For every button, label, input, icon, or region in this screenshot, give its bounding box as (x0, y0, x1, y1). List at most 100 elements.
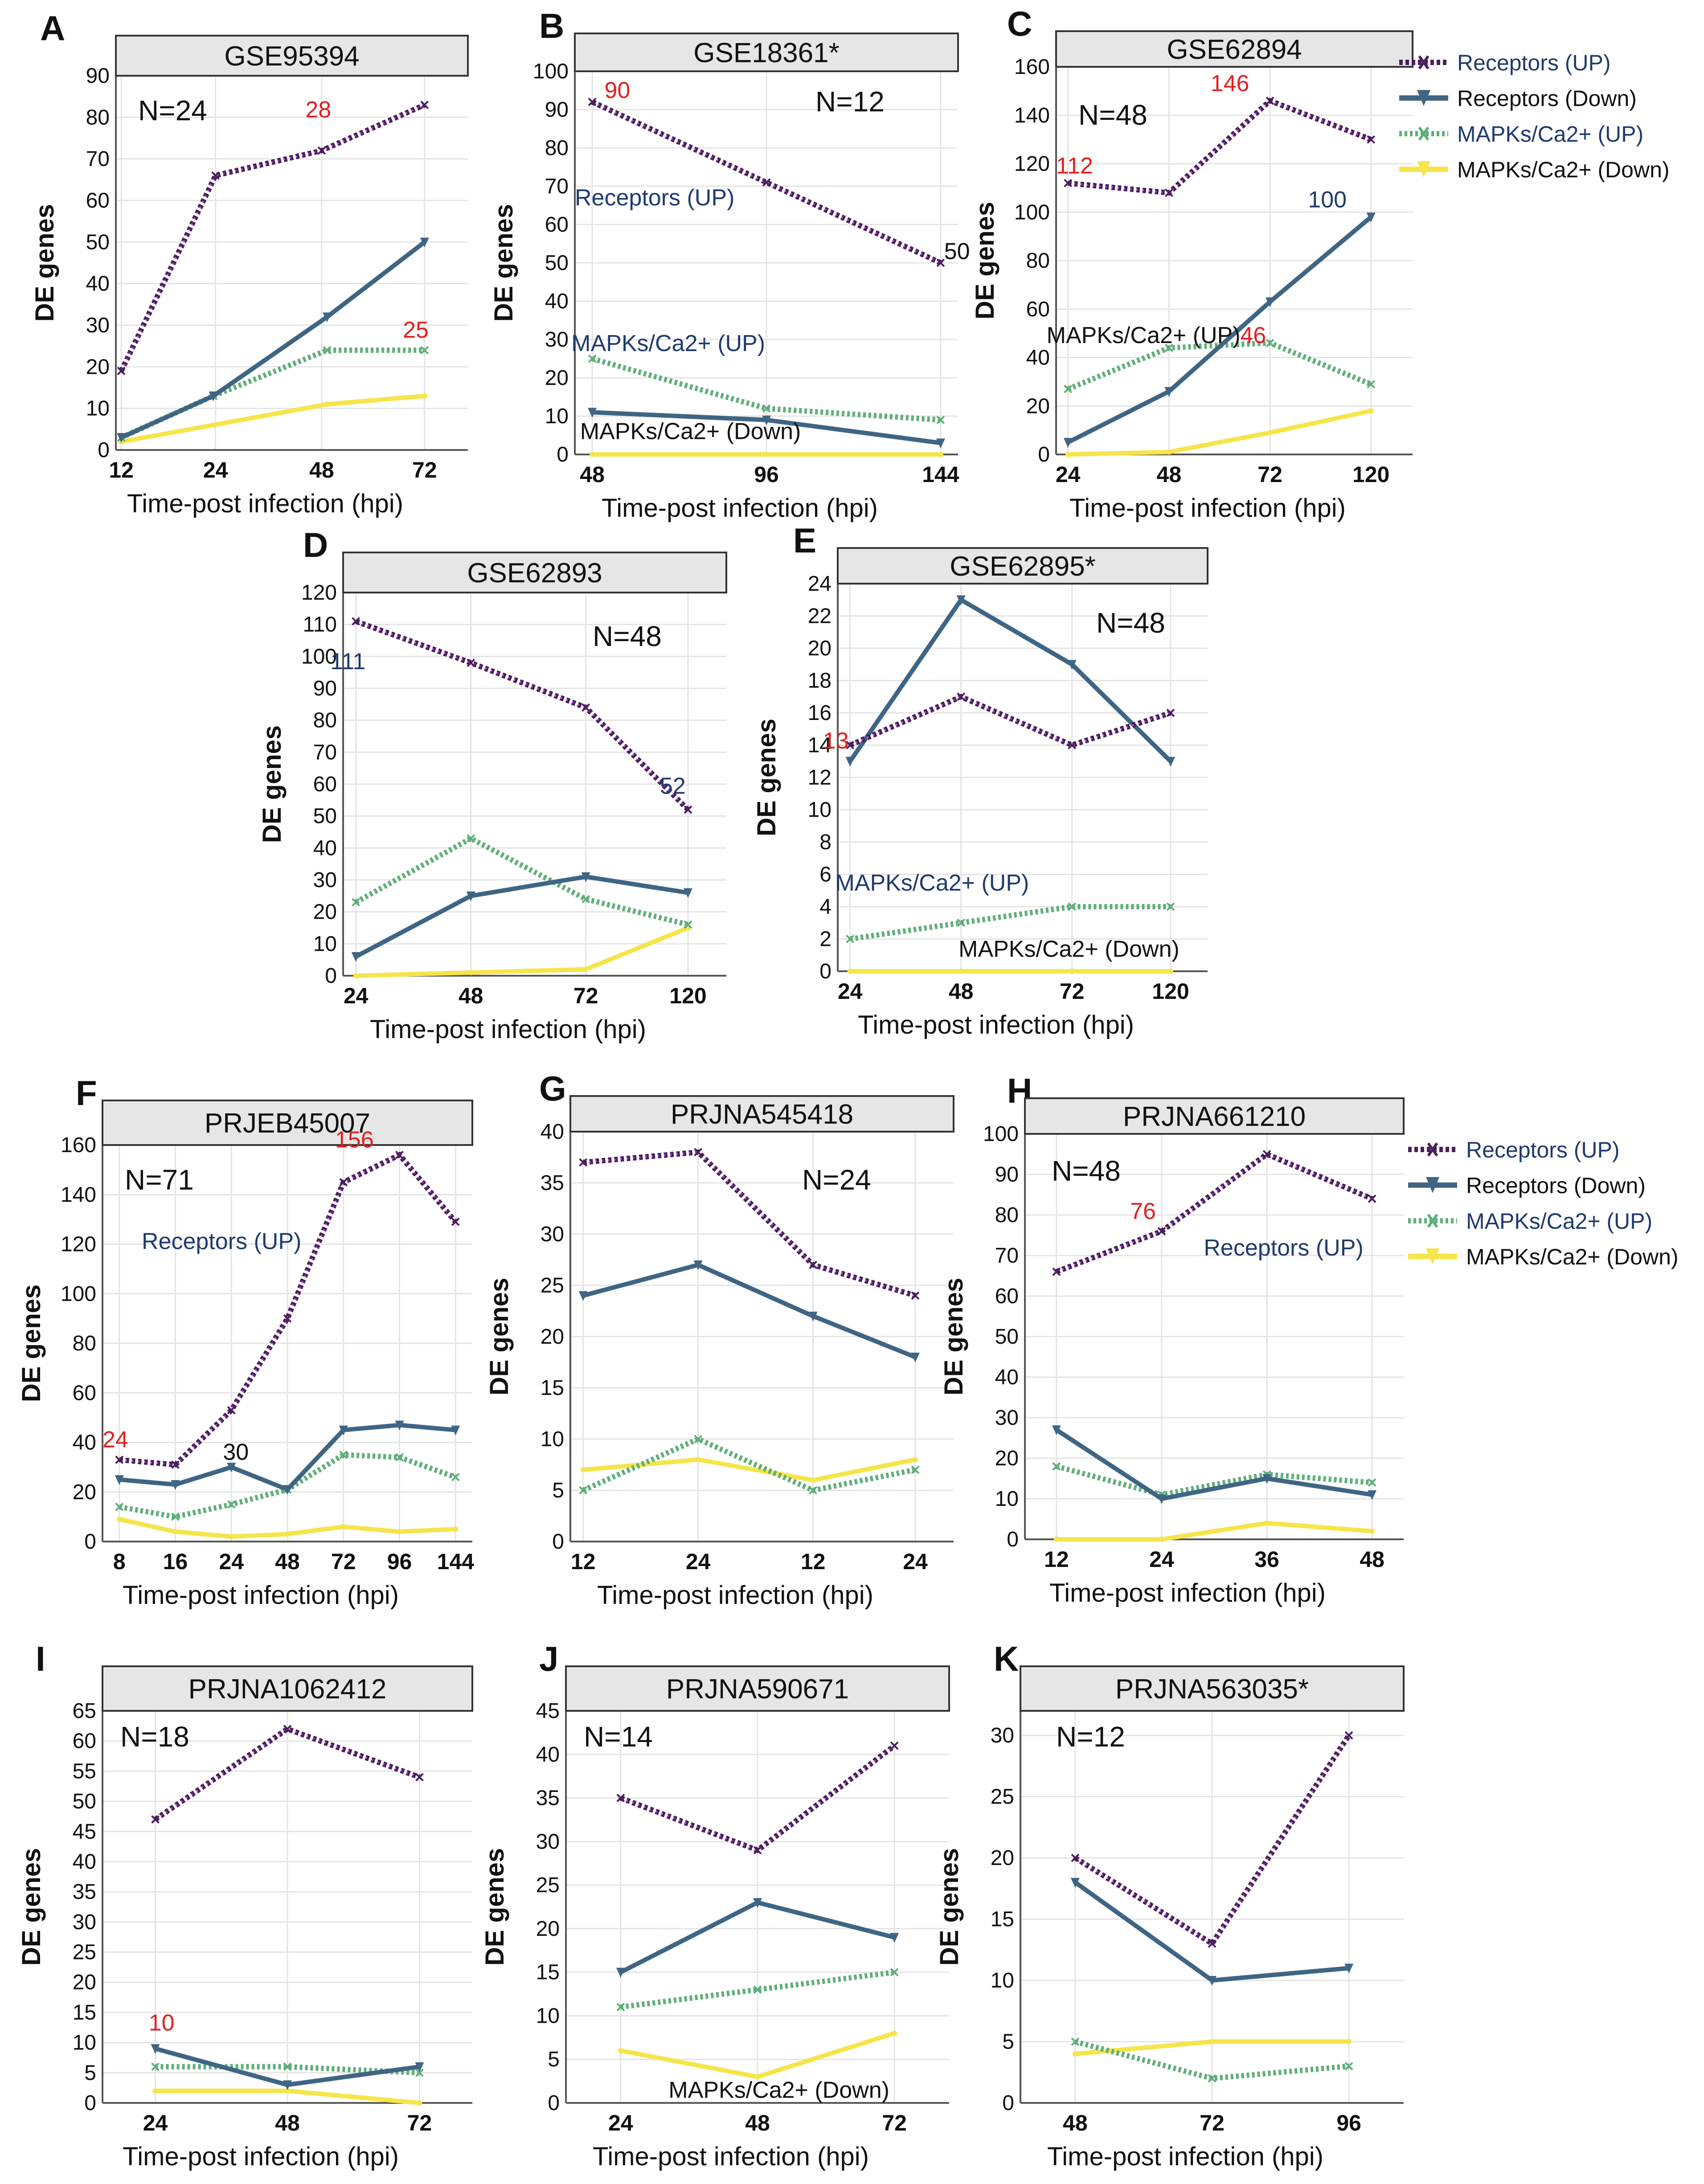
sample-size-label: N=24 (802, 1164, 871, 1196)
panel-title: GSE18361* (693, 38, 839, 69)
data-point-mapks-up (115, 1502, 124, 1511)
data-point-receptors-down (1052, 1425, 1061, 1436)
series-line-receptors-down (848, 597, 1172, 763)
series-line-receptors-up (583, 1149, 916, 1298)
y-tick-label: 10 (991, 1969, 1014, 1992)
data-point-mapks-up (352, 898, 360, 907)
data-point-mapks-down (229, 1534, 234, 1539)
data-point-receptors-down (323, 312, 332, 323)
y-tick-label: 140 (1014, 104, 1050, 127)
panel-letter: B (539, 6, 564, 45)
y-tick-label: 12 (808, 766, 832, 789)
y-tick-label: 5 (548, 2048, 560, 2071)
y-tick-label: 140 (61, 1183, 96, 1207)
x-tick-label: 96 (1336, 2110, 1361, 2135)
series-line-mapks-up (849, 904, 1171, 942)
data-point-mapks-down (810, 1477, 816, 1483)
panel-C: C 0 20 40 60 80 100 120 140 160 24 48 72 120 GSE62894 T… (971, 4, 1413, 523)
y-tick-label: 20 (86, 355, 110, 379)
y-tick-label: 60 (73, 1381, 96, 1405)
legend-label: MAPKs/Ca2+ (UP) (1457, 122, 1643, 147)
annotation-label: 100 (1308, 187, 1347, 213)
panel-letter: G (539, 1069, 566, 1108)
y-axis-title: DE genes (480, 1848, 509, 1966)
y-tick-label: 70 (995, 1244, 1019, 1268)
data-point-receptors-up (616, 1794, 625, 1802)
data-point-mapks-up (1266, 339, 1274, 348)
y-tick-label: 20 (545, 366, 569, 390)
x-tick-label: 24 (686, 1549, 711, 1574)
y-tick-label: 60 (545, 213, 569, 237)
series-line-receptors-up (154, 1726, 421, 1822)
data-point-receptors-down (451, 1425, 460, 1436)
legend-marker-receptors-up (1427, 1142, 1438, 1157)
y-tick-label: 65 (73, 1699, 96, 1723)
panel-K: K 0 5 10 15 20 25 30 48 72 96 PRJNA563035* Time-post… (935, 1639, 1405, 2171)
annotation-label: MAPKs/Ca2+ (UP) (1047, 323, 1241, 348)
y-tick-label: 70 (313, 740, 337, 764)
y-tick-label: 0 (84, 1530, 96, 1554)
annotation-label: 111 (330, 649, 365, 675)
data-point-receptors-down (283, 1485, 292, 1495)
x-tick-label: 72 (1060, 979, 1085, 1004)
x-axis-title: Time-post infection (hpi) (1047, 2142, 1323, 2171)
annotation-label: 146 (1211, 70, 1249, 96)
y-tick-label: 45 (73, 1820, 96, 1844)
data-point-mapks-up (467, 834, 475, 843)
data-point-receptors-down (936, 438, 945, 449)
y-tick-label: 25 (536, 1873, 560, 1897)
y-tick-label: 60 (73, 1730, 96, 1753)
panel-title-strip (102, 1100, 473, 1146)
data-point-mapks-down (468, 969, 474, 975)
data-point-receptors-down (762, 415, 771, 425)
y-tick-label: 70 (545, 175, 569, 198)
y-axis-title: DE genes (258, 725, 287, 843)
panel-title-strip (574, 33, 959, 72)
y-tick-label: 100 (983, 1122, 1019, 1146)
legend-marker-receptors-up (1418, 55, 1430, 70)
x-tick-label: 12 (571, 1549, 596, 1574)
annotation-label: 52 (660, 773, 686, 799)
y-tick-label: 0 (1038, 443, 1050, 466)
y-tick-label: 80 (1026, 249, 1050, 273)
series-line-receptors-up (119, 102, 426, 372)
data-point-receptors-down (1262, 1474, 1272, 1484)
x-tick-label: 48 (1063, 2110, 1088, 2135)
annotation-label: MAPKs/Ca2+ (UP) (571, 331, 765, 356)
data-point-receptors-up (1262, 1150, 1271, 1158)
y-tick-label: 5 (552, 1479, 564, 1502)
data-point-receptors-down (466, 891, 475, 901)
annotation-label: 156 (335, 1127, 374, 1153)
series-line-receptors-down (120, 240, 426, 440)
data-point-receptors-down (1366, 213, 1376, 223)
data-point-receptors-down (1067, 660, 1077, 670)
legend-1: Receptors (UP) Receptors (Down) MAPKs/Ca2+… (1399, 50, 1670, 182)
data-point-receptors-down (339, 1425, 348, 1436)
annotation-label: 90 (604, 78, 630, 103)
y-tick-label: 25 (991, 1785, 1014, 1809)
y-tick-label: 50 (73, 1790, 96, 1813)
x-tick-label: 120 (1352, 462, 1389, 487)
data-point-mapks-down (172, 1529, 178, 1534)
sample-size-label: N=48 (1052, 1155, 1121, 1187)
y-tick-label: 120 (1014, 152, 1050, 176)
panel-title-strip (115, 35, 469, 77)
legend-marker-mapks-up (1427, 1214, 1438, 1228)
y-tick-label: 100 (1014, 200, 1050, 224)
data-point-mapks-down (285, 2088, 290, 2094)
y-tick-label: 20 (995, 1447, 1019, 1470)
y-tick-label: 14 (808, 734, 832, 757)
y-axis-title: DE genes (935, 1848, 964, 1966)
series-line-mapks-up (1067, 340, 1372, 392)
y-tick-label: 70 (86, 147, 110, 171)
data-point-mapks-down (1065, 452, 1071, 457)
legend-marker-mapks-up (1418, 127, 1430, 141)
series-line-receptors-down (1055, 1428, 1372, 1501)
data-point-receptors-up (1208, 1939, 1217, 1948)
x-tick-label: 24 (344, 983, 369, 1008)
y-tick-label: 30 (995, 1406, 1019, 1430)
legend-label: Receptors (UP) (1457, 50, 1611, 75)
y-tick-label: 50 (995, 1325, 1019, 1349)
data-point-receptors-up (890, 1741, 899, 1750)
y-tick-label: 20 (541, 1325, 564, 1349)
